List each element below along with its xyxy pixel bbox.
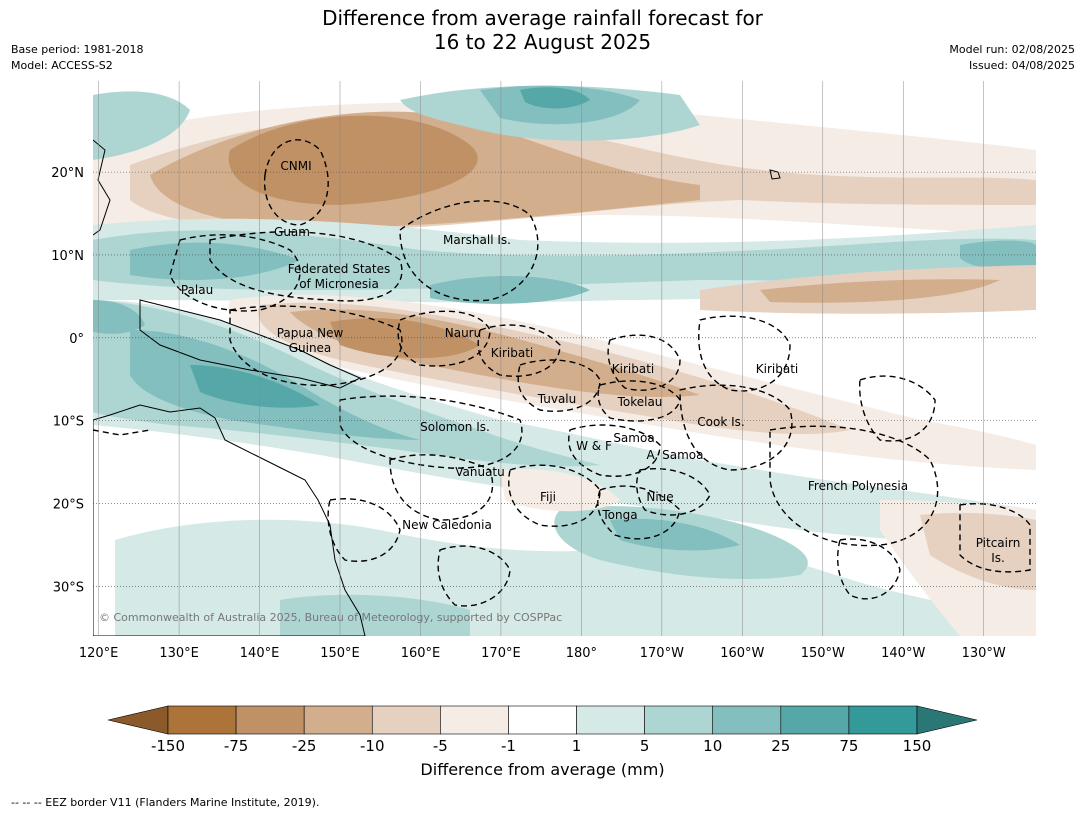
region-label: Palau [181, 283, 213, 297]
colorbar-tick-label: -10 [360, 737, 385, 755]
lon-tick-label: 130°W [962, 646, 1006, 661]
lon-tick-label: 180° [566, 646, 597, 661]
region-label: Samoa [613, 431, 654, 445]
map-copyright: © Commonwealth of Australia 2025, Bureau… [99, 611, 562, 624]
lon-tick-label: 130°E [159, 646, 199, 661]
region-label: Papua New [277, 326, 344, 340]
colorbar-tick-label: -5 [433, 737, 448, 755]
model-run: Model run: 02/08/2025 [949, 43, 1075, 56]
base-period: Base period: 1981-2018 [11, 43, 144, 56]
lat-tick-label: 0° [69, 332, 84, 347]
region-label: French Polynesia [808, 479, 908, 493]
region-label: New Caledonia [402, 518, 492, 532]
colorbar-tick-label: -25 [292, 737, 317, 755]
eez-legend: -- -- -- EEZ border V11 (Flanders Marine… [11, 796, 320, 809]
lon-tick-label: 170°W [640, 646, 684, 661]
colorbar-segment [848, 705, 918, 735]
colorbar-segment [303, 705, 373, 735]
region-label: Nauru [445, 326, 481, 340]
colorbar-extend-low [107, 705, 169, 735]
colorbar-tick-label: 5 [640, 737, 650, 755]
title-line-1: Difference from average rainfall forecas… [322, 6, 763, 30]
issued-date: Issued: 04/08/2025 [968, 59, 1075, 72]
colorbar [107, 705, 978, 735]
colorbar-tick-label: 25 [771, 737, 790, 755]
model-name: Model: ACCESS-S2 [11, 59, 113, 72]
map-field: © Commonwealth of Australia 2025, Bureau… [93, 81, 1036, 636]
lon-tick-label: 140°E [240, 646, 280, 661]
colorbar-segment [371, 705, 441, 735]
colorbar-tick-label: 75 [839, 737, 858, 755]
meta-right: Model run: 02/08/2025 Issued: 04/08/2025 [949, 42, 1075, 74]
region-label: Marshall Is. [443, 233, 511, 247]
region-label: of Micronesia [299, 277, 379, 291]
region-label: Federated States [288, 262, 390, 276]
lon-tick-label: 150°W [801, 646, 845, 661]
lat-tick-label: 10°N [51, 249, 84, 264]
colorbar-tick-label: -150 [151, 737, 185, 755]
colorbar-label: Difference from average (mm) [420, 760, 665, 779]
region-label: Solomon Is. [420, 420, 490, 434]
colorbar-tick-label: 10 [703, 737, 722, 755]
region-label: W & F [576, 439, 612, 453]
colorbar-segment [167, 705, 237, 735]
region-label: Niue [646, 490, 673, 504]
colorbar-segment [780, 705, 850, 735]
region-label: Vanuatu [455, 465, 505, 479]
colorbar-tick-label: 1 [572, 737, 582, 755]
colorbar-segment [440, 705, 509, 735]
lon-tick-label: 150°E [320, 646, 360, 661]
colorbar-segment [576, 705, 645, 735]
lat-tick-label: 10°S [53, 415, 84, 430]
colorbar-segment [712, 705, 782, 735]
colorbar-tick-label: -75 [224, 737, 249, 755]
lat-tick-label: 20°N [51, 166, 84, 181]
region-labels: CNMI Guam Marshall Is. Federated States … [181, 159, 1020, 565]
colorbar-extend-high [916, 705, 978, 735]
lat-tick-label: 30°S [53, 580, 84, 595]
region-label: Cook Is. [697, 415, 744, 429]
region-label: Guam [274, 225, 310, 239]
region-label: Kiribati [491, 346, 533, 360]
lon-tick-label: 120°E [79, 646, 119, 661]
map-title: Difference from average rainfall forecas… [0, 6, 1085, 54]
region-label: A. Samoa [647, 448, 704, 462]
colorbar-segment [644, 705, 714, 735]
lon-tick-label: 160°E [401, 646, 441, 661]
colorbar-tick-label: -1 [501, 737, 516, 755]
lon-tick-label: 140°W [881, 646, 925, 661]
region-label: Tonga [601, 508, 637, 522]
colorbar-segment [508, 705, 577, 735]
region-label: Kiribati [612, 362, 654, 376]
region-label: Kiribati [756, 362, 798, 376]
meta-left: Base period: 1981-2018 Model: ACCESS-S2 [11, 42, 143, 74]
lat-tick-label: 20°S [53, 497, 84, 512]
region-label: CNMI [280, 159, 311, 173]
region-label: Tokelau [617, 395, 663, 409]
title-line-2: 16 to 22 August 2025 [433, 30, 652, 54]
lon-tick-label: 160°W [720, 646, 764, 661]
region-label: Guinea [289, 341, 332, 355]
colorbar-segment [235, 705, 305, 735]
colorbar-tick-label: 150 [903, 737, 932, 755]
lon-tick-label: 170°E [481, 646, 521, 661]
region-label: Pitcairn [976, 536, 1021, 550]
region-label: Tuvalu [537, 392, 577, 406]
region-label: Fiji [540, 490, 556, 504]
region-label: Is. [991, 551, 1005, 565]
